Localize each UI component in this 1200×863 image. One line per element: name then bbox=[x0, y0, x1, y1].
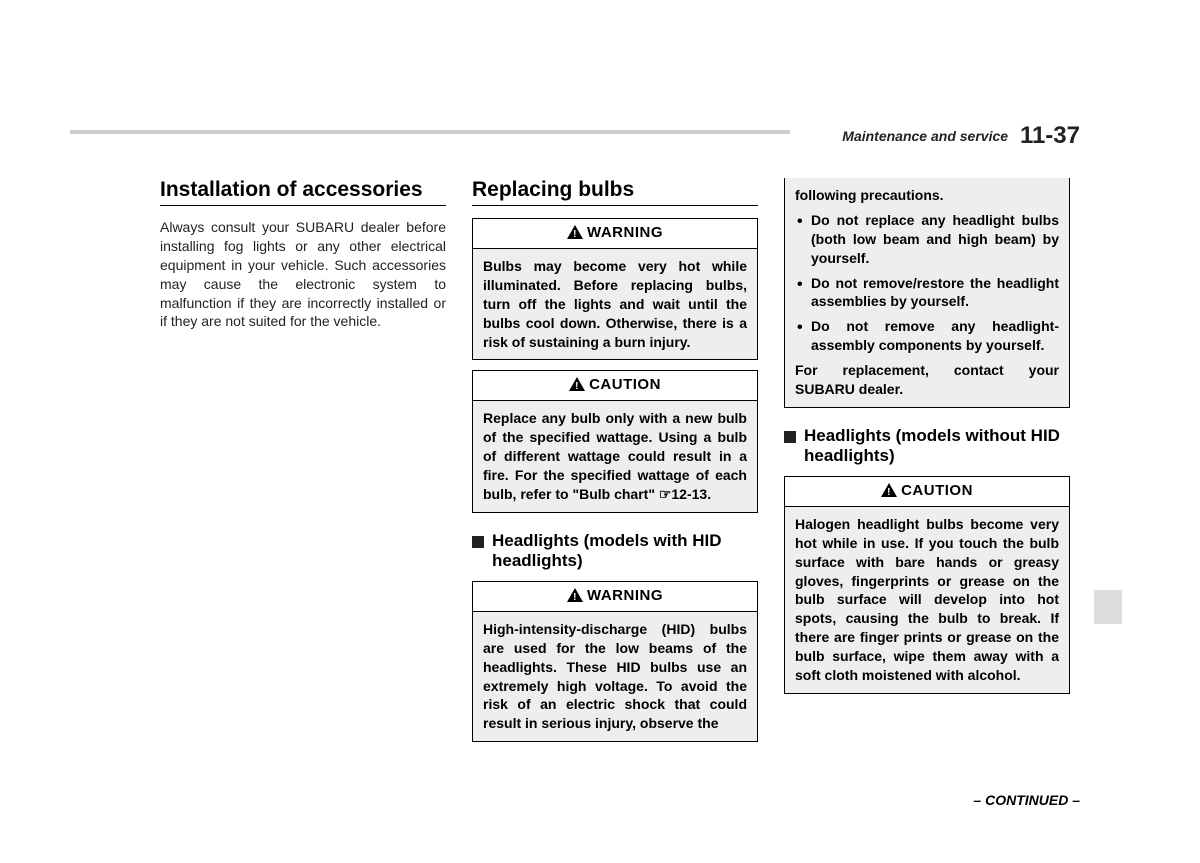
h1-bulbs: Replacing bulbs bbox=[472, 178, 758, 206]
warning-icon: ! bbox=[881, 483, 897, 501]
accessories-text: Always consult your SUBARU dealer before… bbox=[160, 218, 446, 331]
caution-box-2: ! CAUTION Halogen headlight bulbs become… bbox=[784, 476, 1070, 694]
warning-icon: ! bbox=[567, 588, 583, 606]
list-item: Do not remove/restore the headlight asse… bbox=[795, 274, 1059, 312]
column-3: following precautions. Do not replace an… bbox=[784, 120, 1070, 752]
warning-text-1: Bulbs may become very hot while illumina… bbox=[473, 249, 757, 359]
column-2: Replacing bulbs ! WARNING Bulbs may beco… bbox=[472, 120, 758, 752]
warning-icon: ! bbox=[569, 377, 585, 395]
svg-text:!: ! bbox=[573, 229, 577, 239]
warning-box-2: ! WARNING High-intensity-discharge (HID)… bbox=[472, 581, 758, 742]
caution-label: ! CAUTION bbox=[785, 477, 1069, 507]
warning-box-2-cont: following precautions. Do not replace an… bbox=[784, 178, 1070, 408]
caution-text-2: Halogen headlight bulbs become very hot … bbox=[785, 507, 1069, 693]
bullet-square-icon bbox=[784, 431, 796, 443]
caution-box-1: ! CAUTION Replace any bulb only with a n… bbox=[472, 370, 758, 512]
cont-intro: following precautions. bbox=[795, 186, 1059, 205]
caution-text-1: Replace any bulb only with a new bulb of… bbox=[473, 401, 757, 511]
warning-label: ! WARNING bbox=[473, 582, 757, 612]
warning-label: ! WARNING bbox=[473, 219, 757, 249]
subhead-no-hid: Headlights (models without HID headlight… bbox=[784, 426, 1070, 466]
warning-icon: ! bbox=[567, 225, 583, 243]
continued-label: – CONTINUED – bbox=[973, 792, 1080, 808]
side-tab bbox=[1094, 590, 1122, 624]
svg-text:!: ! bbox=[887, 487, 891, 497]
warning-cont-body: following precautions. Do not replace an… bbox=[785, 178, 1069, 407]
list-item: Do not remove any headlight-assembly com… bbox=[795, 317, 1059, 355]
cont-list: Do not replace any headlight bulbs (both… bbox=[795, 211, 1059, 355]
bullet-square-icon bbox=[472, 536, 484, 548]
caution-label: ! CAUTION bbox=[473, 371, 757, 401]
svg-text:!: ! bbox=[575, 381, 579, 391]
list-item: Do not replace any headlight bulbs (both… bbox=[795, 211, 1059, 268]
column-1: Installation of accessories Always consu… bbox=[160, 120, 446, 752]
page-content: Installation of accessories Always consu… bbox=[160, 120, 1070, 752]
h1-accessories: Installation of accessories bbox=[160, 178, 446, 206]
svg-text:!: ! bbox=[573, 592, 577, 602]
warning-text-2: High-intensity-discharge (HID) bulbs are… bbox=[473, 612, 757, 741]
subhead-hid: Headlights (models with HID headlights) bbox=[472, 531, 758, 571]
cont-outro: For replacement, contact your SUBARU dea… bbox=[795, 361, 1059, 399]
warning-box-1: ! WARNING Bulbs may become very hot whil… bbox=[472, 218, 758, 360]
